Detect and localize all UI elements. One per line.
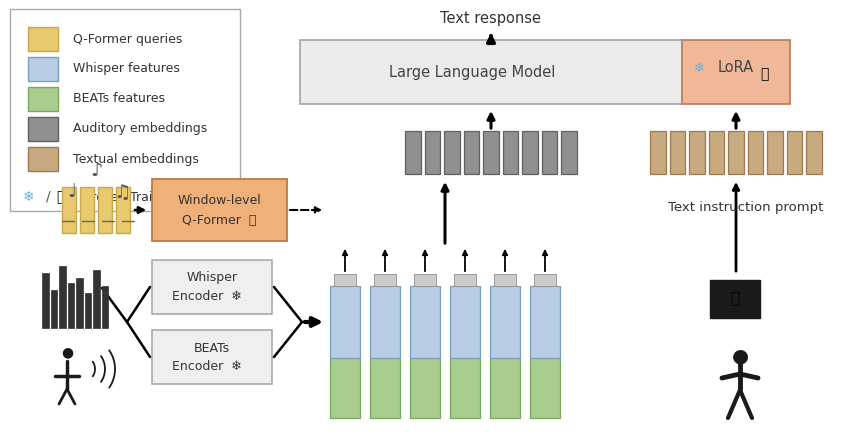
Bar <box>450 358 480 418</box>
Text: Auditory embeddings: Auditory embeddings <box>73 123 207 136</box>
Text: Encoder  ❄: Encoder ❄ <box>172 359 242 372</box>
Bar <box>28 117 58 141</box>
Text: Window-level: Window-level <box>178 194 261 206</box>
Text: ●: ● <box>61 345 73 359</box>
Bar <box>450 286 480 358</box>
Bar <box>300 40 682 104</box>
Bar <box>490 358 520 418</box>
Text: BEATs: BEATs <box>194 342 230 355</box>
Bar <box>787 131 802 174</box>
Text: Whisper: Whisper <box>187 272 237 285</box>
Bar <box>689 131 704 174</box>
Text: ♪: ♪ <box>91 161 103 181</box>
Bar <box>101 286 108 328</box>
Bar <box>67 283 74 328</box>
Bar <box>28 87 58 111</box>
Text: Text response: Text response <box>440 11 542 25</box>
Bar <box>370 358 400 418</box>
Bar <box>84 293 91 328</box>
Bar <box>410 286 440 358</box>
Bar <box>28 27 58 51</box>
Bar <box>405 131 421 174</box>
Text: Whisper features: Whisper features <box>73 62 180 75</box>
Text: Frozen/Trainable: Frozen/Trainable <box>86 190 188 203</box>
Bar <box>28 57 58 81</box>
Bar <box>42 273 48 328</box>
Bar <box>650 131 666 174</box>
Text: Large Language Model: Large Language Model <box>389 65 555 79</box>
Text: Text instruction prompt: Text instruction prompt <box>668 202 824 215</box>
Bar <box>62 187 76 233</box>
Bar <box>334 274 356 286</box>
Text: Textual embeddings: Textual embeddings <box>73 153 199 165</box>
Bar <box>10 9 240 211</box>
Text: 💡: 💡 <box>730 292 740 306</box>
Bar <box>534 274 556 286</box>
Bar <box>414 274 436 286</box>
Bar <box>522 131 538 174</box>
Bar <box>530 358 560 418</box>
Bar <box>562 131 577 174</box>
Bar <box>542 131 557 174</box>
Text: ❄: ❄ <box>694 62 704 74</box>
Bar <box>445 131 460 174</box>
Text: /: / <box>46 190 51 204</box>
Bar <box>116 187 130 233</box>
Bar <box>410 358 440 418</box>
Bar <box>152 260 272 314</box>
Bar <box>28 147 58 171</box>
Bar <box>51 290 57 328</box>
Bar <box>370 286 400 358</box>
Bar <box>710 280 760 318</box>
Bar <box>709 131 724 174</box>
Text: 🔥: 🔥 <box>56 190 64 204</box>
Bar <box>152 179 287 241</box>
Text: ❄: ❄ <box>23 190 34 204</box>
Text: Q-Former  🔥: Q-Former 🔥 <box>182 214 256 227</box>
Text: 🔥: 🔥 <box>760 67 768 81</box>
Bar <box>152 330 272 384</box>
Text: ●: ● <box>732 347 748 366</box>
Bar <box>454 274 476 286</box>
Bar <box>374 274 396 286</box>
Bar <box>807 131 822 174</box>
Bar <box>464 131 479 174</box>
Text: LoRA: LoRA <box>718 61 754 75</box>
Bar <box>80 187 94 233</box>
Bar <box>503 131 519 174</box>
Text: BEATs features: BEATs features <box>73 92 165 106</box>
Bar <box>330 286 360 358</box>
Bar <box>682 40 790 104</box>
Bar <box>425 131 440 174</box>
Bar <box>747 131 764 174</box>
Bar <box>767 131 783 174</box>
Bar <box>98 187 112 233</box>
Bar <box>490 286 520 358</box>
Bar <box>728 131 744 174</box>
Text: Q-Former queries: Q-Former queries <box>73 33 182 45</box>
Bar <box>76 278 83 328</box>
Bar <box>670 131 685 174</box>
Text: ♩: ♩ <box>67 182 77 201</box>
Bar <box>330 358 360 418</box>
Bar <box>494 274 516 286</box>
Bar <box>93 270 100 328</box>
Text: Encoder  ❄: Encoder ❄ <box>172 289 242 302</box>
Bar <box>59 266 65 328</box>
Bar <box>483 131 499 174</box>
Text: ♫: ♫ <box>114 183 131 202</box>
Bar <box>530 286 560 358</box>
